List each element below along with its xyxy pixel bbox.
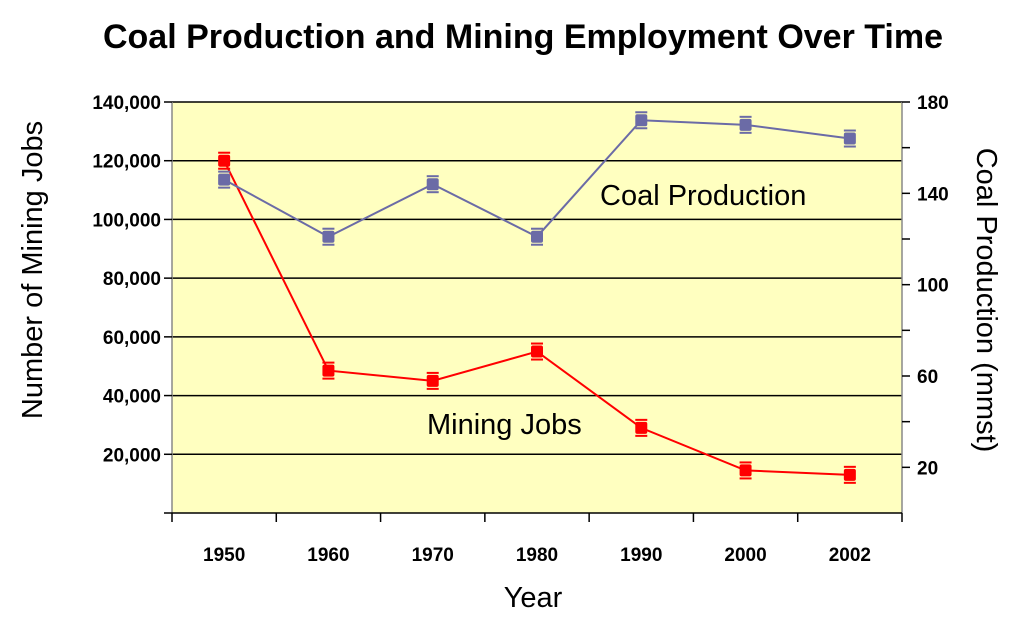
y2-tick-label: 180	[917, 93, 949, 114]
x-tick-label: 1950	[203, 545, 245, 566]
right-axis-ticks: 20 60 100 140 180	[902, 93, 949, 479]
y2-tick-label: 100	[917, 276, 949, 297]
coal-production-point	[322, 230, 335, 243]
gridlines	[172, 101, 902, 456]
chart-title: Coal Production and Mining Employment Ov…	[103, 18, 943, 56]
mining-jobs-point	[426, 374, 439, 387]
y-axis-title: Number of Mining Jobs	[17, 121, 49, 419]
left-axis-ticks: 20,000 40,000 60,000 80,000 100,000 120,000 14…	[92, 93, 172, 514]
coal-production-point	[218, 173, 231, 186]
y-tick-label: 120,000	[92, 152, 161, 173]
y2-axis-title: Coal Production (mmst)	[970, 148, 1002, 453]
mining-jobs-point	[531, 345, 543, 358]
coal-production-annotation: Coal Production	[600, 180, 806, 212]
coal-production-point	[843, 132, 856, 145]
coal-production-point	[531, 230, 543, 243]
y-tick-label: 40,000	[103, 387, 161, 408]
x-axis-title: Year	[504, 582, 563, 614]
mining-jobs-annotation: Mining Jobs	[427, 409, 582, 441]
x-tick-label: 1980	[516, 545, 558, 566]
y2-tick-label: 20	[917, 458, 938, 479]
x-tick-label: 2000	[724, 545, 766, 566]
mining-jobs-point	[218, 154, 231, 167]
x-tick-label: 1990	[620, 545, 662, 566]
coal-production-point	[635, 114, 648, 127]
y2-tick-label: 60	[917, 367, 938, 388]
y-tick-label: 140,000	[92, 93, 161, 114]
mining-jobs-point	[322, 364, 335, 377]
y2-tick-label: 140	[917, 184, 949, 205]
y-tick-label: 60,000	[103, 328, 161, 349]
series-layer	[218, 111, 856, 484]
y-tick-label: 80,000	[103, 269, 161, 290]
mining-jobs-point	[635, 421, 648, 434]
x-tick-label: 1960	[307, 545, 349, 566]
x-tick-label: 1970	[412, 545, 454, 566]
mining-jobs-point	[843, 468, 856, 481]
plot-area	[172, 102, 902, 513]
x-axis-ticks: 1950 1960 1970 1980 1990 2000 2002	[171, 513, 903, 566]
y-tick-label: 20,000	[103, 445, 161, 466]
coal-production-point	[426, 178, 439, 191]
y-tick-label: 100,000	[92, 210, 161, 231]
coal-production-point	[739, 118, 752, 131]
mining-jobs-point	[739, 464, 752, 477]
x-tick-label: 2002	[829, 545, 871, 566]
